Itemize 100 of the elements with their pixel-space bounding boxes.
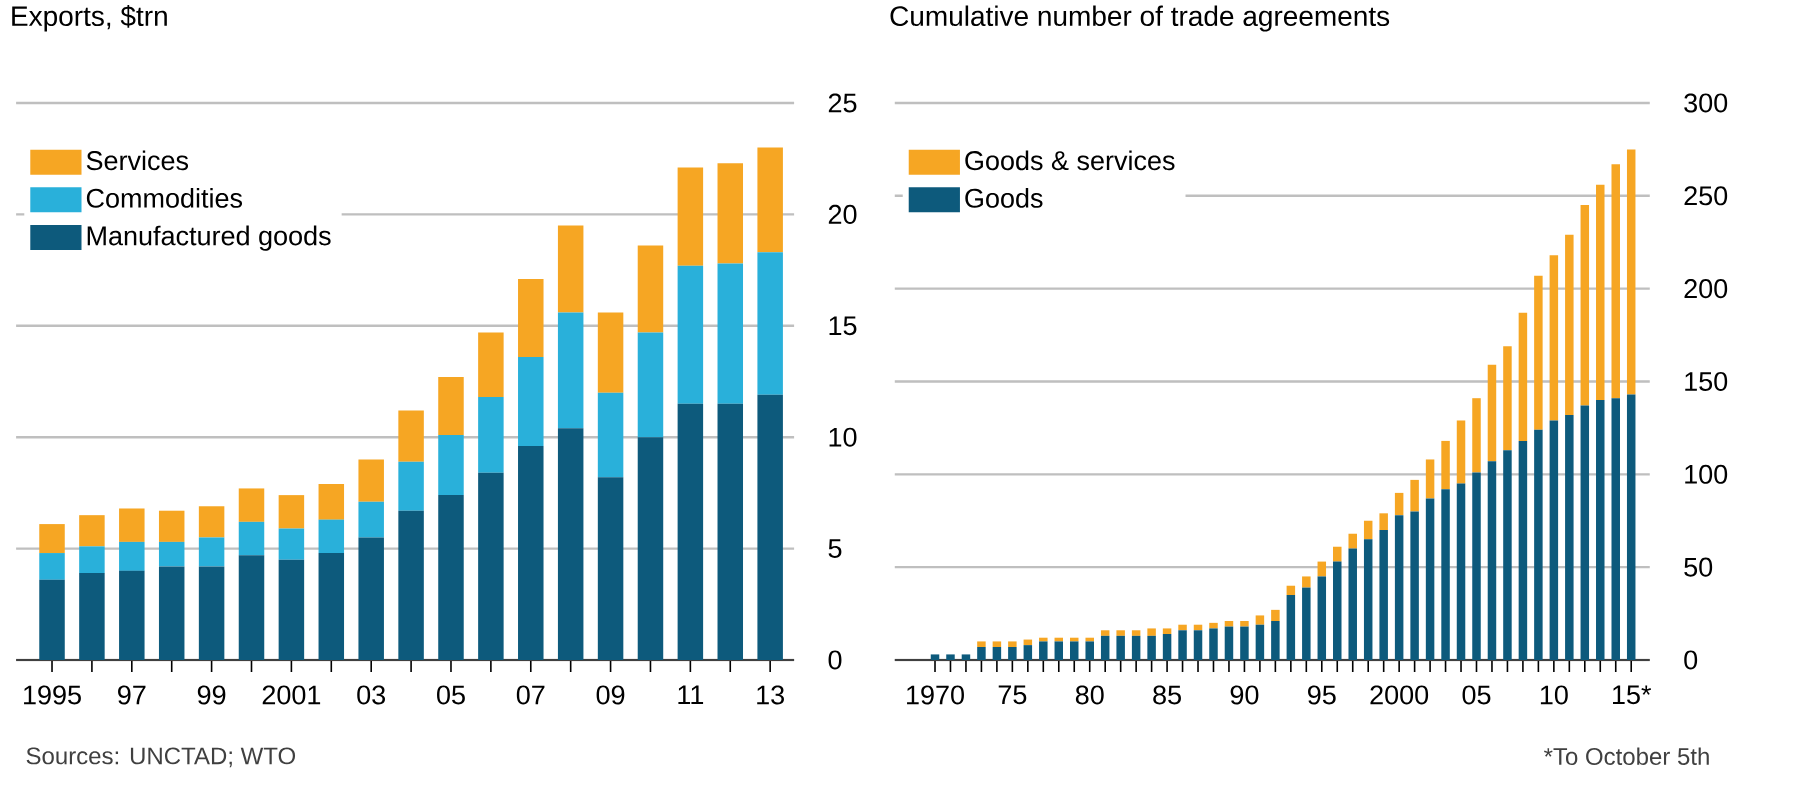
- bar: [1100, 635, 1110, 660]
- bar: [1425, 459, 1435, 499]
- bar: [1394, 492, 1404, 516]
- bar: [557, 428, 584, 660]
- x-tick-label: 97: [118, 685, 146, 705]
- bar: [1209, 622, 1218, 629]
- bar: [1131, 635, 1141, 660]
- bar: [1580, 205, 1590, 406]
- bar: [1503, 346, 1512, 451]
- bar: [1240, 621, 1249, 627]
- bar: [1456, 420, 1466, 484]
- x-tick-label: 10: [1540, 685, 1568, 705]
- bar: [518, 446, 544, 660]
- bar: [1116, 635, 1125, 660]
- x-tick-label: 07: [516, 685, 545, 705]
- bar: [1333, 561, 1342, 660]
- bar: [438, 377, 464, 435]
- y-tick-label: 5: [828, 539, 842, 558]
- bar: [1487, 364, 1497, 462]
- bar: [1255, 615, 1265, 625]
- bar: [677, 167, 704, 266]
- bar: [278, 559, 305, 660]
- bar: [1379, 530, 1388, 660]
- bar: [1379, 513, 1388, 531]
- x-tick-label: 99: [197, 685, 226, 705]
- legend-label: Goods: [965, 187, 1043, 208]
- bar: [358, 459, 384, 502]
- bar: [977, 646, 986, 660]
- chart-title: Cumulative number of trade agreements: [890, 5, 1390, 32]
- bar: [318, 519, 345, 554]
- bar: [79, 515, 105, 547]
- bar: [1286, 585, 1296, 595]
- bar: [119, 541, 145, 571]
- bar: [1348, 533, 1357, 549]
- bar: [1425, 498, 1435, 660]
- bar: [1224, 626, 1234, 660]
- bar: [1162, 634, 1172, 660]
- x-tick-label: 75: [998, 685, 1027, 705]
- bar: [398, 410, 424, 462]
- y-tick-label: 0: [828, 650, 842, 670]
- bar: [597, 392, 624, 478]
- bar: [198, 506, 225, 538]
- bar: [1240, 626, 1249, 660]
- legend-label: Services: [86, 150, 189, 171]
- bar: [79, 573, 105, 660]
- bar: [1178, 630, 1187, 660]
- x-tick-label: 13: [757, 685, 784, 705]
- source-note: Sources: UNCTAD; WTO: [26, 747, 296, 768]
- bar: [478, 472, 504, 660]
- bar: [1317, 576, 1327, 660]
- bar: [1472, 398, 1481, 473]
- bar: [39, 524, 65, 554]
- bar: [1441, 440, 1450, 490]
- text: *To October 5th: [1544, 747, 1709, 765]
- y-tick-label: 250: [1684, 186, 1728, 206]
- bar: [597, 312, 624, 393]
- bar: [1100, 630, 1110, 636]
- bar: [119, 570, 145, 660]
- bar: [1518, 312, 1528, 441]
- bar: [717, 163, 744, 264]
- bar: [1178, 624, 1187, 631]
- bar: [1286, 595, 1296, 660]
- legend-label: Commodities: [86, 187, 243, 208]
- bar: [119, 508, 145, 542]
- bar: [757, 394, 783, 660]
- bar: [992, 646, 1002, 660]
- y-tick-label: 50: [1684, 557, 1713, 577]
- bar: [39, 553, 65, 580]
- x-tick-label: 1970: [907, 685, 964, 705]
- bar: [1580, 405, 1590, 660]
- bar: [1054, 641, 1064, 660]
- bar: [1147, 628, 1156, 636]
- bar: [238, 488, 265, 522]
- bar: [438, 434, 464, 496]
- y-tick-label: 150: [1685, 371, 1728, 392]
- bar: [977, 641, 986, 647]
- bar: [1596, 400, 1605, 660]
- bar: [39, 579, 65, 660]
- bar: [398, 461, 424, 511]
- bar: [198, 537, 225, 567]
- bar: [1534, 275, 1543, 430]
- bar: [1472, 472, 1481, 660]
- x-tick-label: 2001: [262, 685, 321, 705]
- bar: [1147, 635, 1156, 660]
- x-tick-label: 09: [596, 685, 625, 705]
- x-tick-label: 03: [357, 685, 386, 705]
- bar: [318, 553, 345, 660]
- bar: [677, 265, 704, 404]
- bar: [1363, 520, 1373, 540]
- bar: [1534, 429, 1543, 660]
- bar: [1487, 461, 1497, 660]
- bar: [1008, 646, 1017, 660]
- x-tick-label: 05: [437, 685, 465, 705]
- bar: [1410, 479, 1419, 512]
- bar: [1116, 630, 1125, 636]
- bar: [1131, 630, 1141, 636]
- chart-title: Exports, $trn: [12, 5, 167, 32]
- bar: [318, 483, 345, 520]
- bar: [1611, 398, 1620, 660]
- bar: [1023, 645, 1033, 660]
